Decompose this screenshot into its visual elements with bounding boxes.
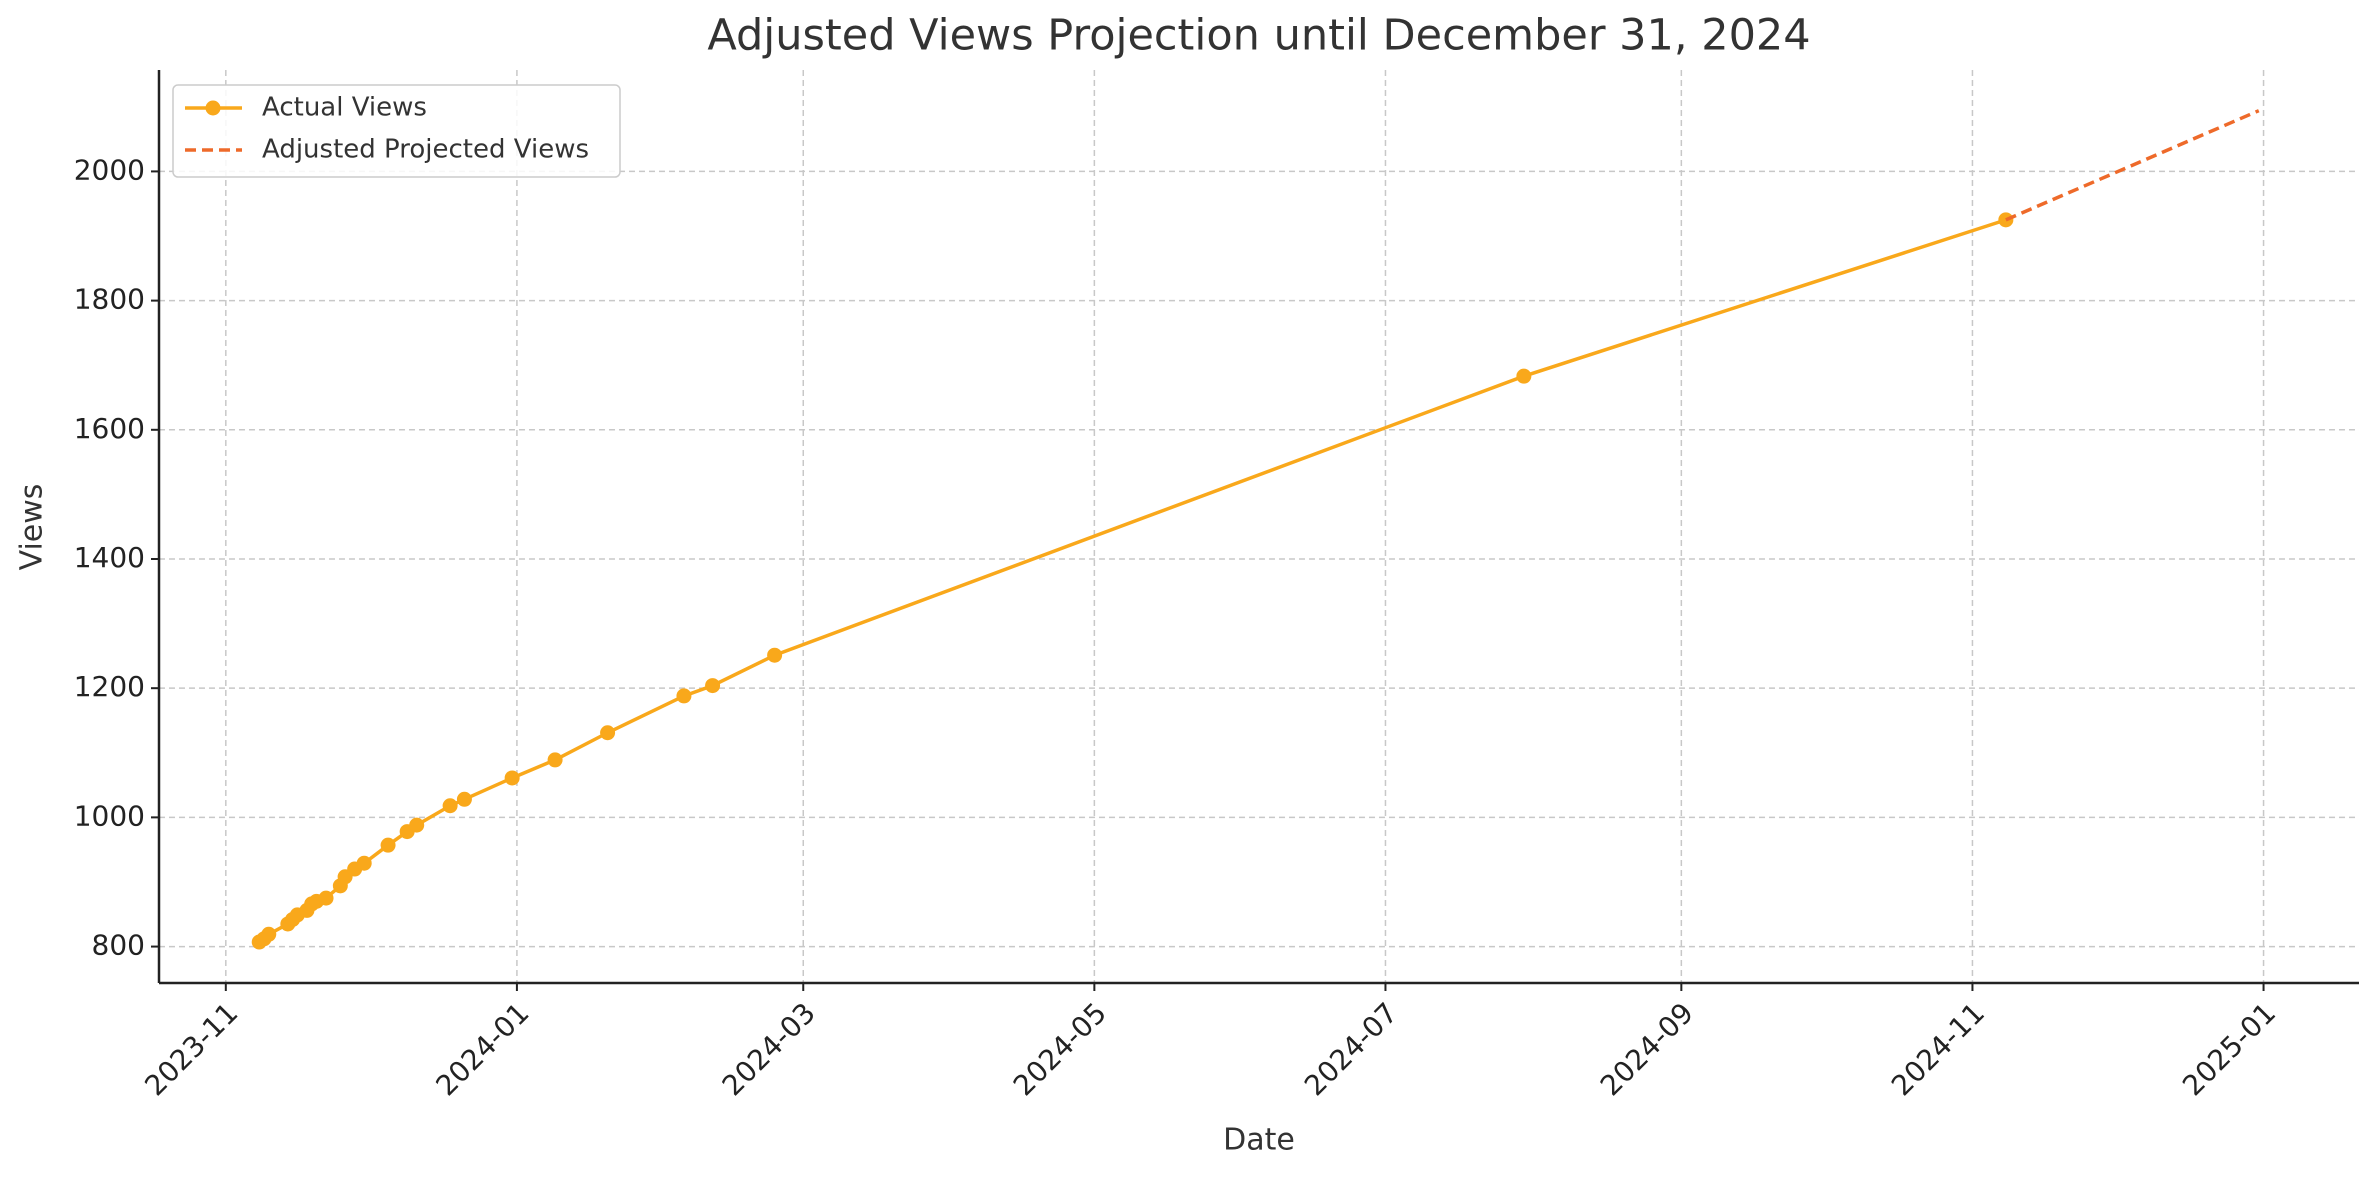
data-point	[409, 817, 425, 833]
data-point	[504, 770, 520, 786]
series-line	[258, 218, 2007, 944]
data-point	[1516, 368, 1532, 384]
x-tick-label: 2024-05	[1007, 996, 1113, 1102]
x-axis-label: Date	[1223, 1123, 1295, 1158]
data-point	[676, 688, 692, 704]
y-tick-label: 1800	[74, 283, 145, 316]
y-axis-label: Views	[15, 484, 50, 571]
y-tick-label: 2000	[74, 153, 145, 186]
x-tick-label: 2025-01	[2176, 996, 2282, 1102]
data-point	[442, 798, 458, 814]
legend: Actual Views Adjusted Projected Views	[172, 84, 621, 178]
x-tick-label: 2024-03	[716, 996, 822, 1102]
x-tick-label: 2024-07	[1298, 996, 1404, 1102]
data-point	[456, 791, 472, 807]
y-tick-label: 1600	[74, 412, 145, 445]
y-tick-label: 1400	[74, 541, 145, 574]
data-point	[767, 647, 783, 663]
chart-title: Adjusted Views Projection until December…	[707, 11, 1810, 61]
data-point	[356, 855, 372, 871]
y-tick-label: 1200	[74, 670, 145, 703]
data-point	[600, 725, 616, 741]
legend-label: Adjusted Projected Views	[262, 135, 589, 165]
y-tick-label: 1000	[74, 799, 145, 832]
data-point	[380, 837, 396, 853]
series-line	[2005, 109, 2260, 222]
data-point	[705, 678, 721, 694]
y-tick-label: 800	[92, 929, 145, 962]
x-tick-label: 2024-01	[429, 996, 535, 1102]
x-tick-label: 2024-09	[1594, 996, 1700, 1102]
legend-box	[172, 84, 621, 178]
legend-label: Actual Views	[262, 93, 427, 123]
legend-marker	[205, 100, 221, 116]
data-point	[547, 752, 563, 768]
data-point	[318, 890, 334, 906]
x-tick-label: 2023-11	[138, 996, 244, 1102]
data-point	[261, 926, 277, 942]
x-tick-label: 2024-11	[1885, 996, 1991, 1102]
